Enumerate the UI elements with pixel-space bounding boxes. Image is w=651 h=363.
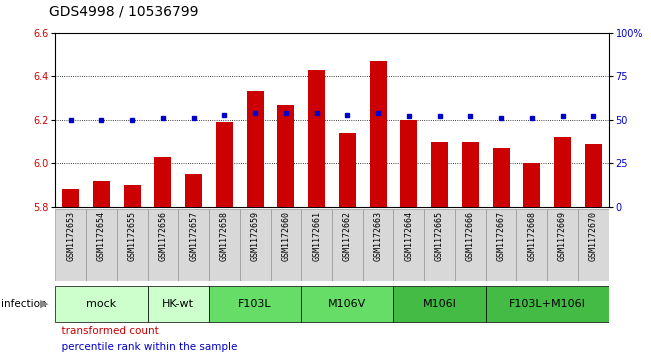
- Text: GSM1172662: GSM1172662: [343, 211, 352, 261]
- Bar: [431, 142, 448, 207]
- Bar: [62, 189, 79, 207]
- Text: GSM1172667: GSM1172667: [497, 211, 506, 261]
- Text: GSM1172670: GSM1172670: [589, 211, 598, 261]
- Text: GSM1172657: GSM1172657: [189, 211, 198, 261]
- Text: transformed count: transformed count: [55, 326, 159, 336]
- Bar: [301, 209, 332, 281]
- Bar: [332, 209, 363, 281]
- Bar: [209, 209, 240, 281]
- Bar: [55, 209, 86, 281]
- Text: GSM1172659: GSM1172659: [251, 211, 260, 261]
- Bar: [400, 120, 417, 207]
- Text: GSM1172668: GSM1172668: [527, 211, 536, 261]
- Bar: [486, 286, 609, 322]
- Bar: [393, 286, 486, 322]
- Text: ▶: ▶: [40, 299, 49, 309]
- Bar: [93, 181, 110, 207]
- Bar: [55, 286, 148, 322]
- Text: GDS4998 / 10536799: GDS4998 / 10536799: [49, 4, 199, 18]
- Bar: [148, 209, 178, 281]
- Text: GSM1172661: GSM1172661: [312, 211, 321, 261]
- Text: GSM1172660: GSM1172660: [281, 211, 290, 261]
- Text: F103L+M106I: F103L+M106I: [509, 299, 586, 309]
- Bar: [363, 209, 393, 281]
- Bar: [585, 144, 602, 207]
- Text: GSM1172663: GSM1172663: [374, 211, 383, 261]
- Bar: [578, 209, 609, 281]
- Bar: [455, 209, 486, 281]
- Bar: [554, 137, 571, 207]
- Bar: [124, 185, 141, 207]
- Text: GSM1172654: GSM1172654: [97, 211, 106, 261]
- Text: M106V: M106V: [328, 299, 367, 309]
- Bar: [154, 157, 171, 207]
- Bar: [547, 209, 578, 281]
- Bar: [247, 91, 264, 207]
- Text: HK-wt: HK-wt: [162, 299, 194, 309]
- Text: GSM1172666: GSM1172666: [466, 211, 475, 261]
- Bar: [462, 142, 478, 207]
- Text: F103L: F103L: [238, 299, 272, 309]
- Bar: [523, 163, 540, 207]
- Bar: [516, 209, 547, 281]
- Text: GSM1172665: GSM1172665: [435, 211, 444, 261]
- Bar: [424, 209, 455, 281]
- Bar: [240, 209, 271, 281]
- Text: M106I: M106I: [422, 299, 456, 309]
- Bar: [216, 122, 233, 207]
- Bar: [277, 105, 294, 207]
- Bar: [186, 174, 202, 207]
- Bar: [493, 148, 510, 207]
- Bar: [86, 209, 117, 281]
- Bar: [117, 209, 148, 281]
- Bar: [370, 61, 387, 207]
- Text: mock: mock: [87, 299, 117, 309]
- Text: GSM1172658: GSM1172658: [220, 211, 229, 261]
- Bar: [301, 286, 393, 322]
- Bar: [308, 70, 325, 207]
- Text: infection: infection: [1, 299, 47, 309]
- Text: percentile rank within the sample: percentile rank within the sample: [55, 342, 238, 352]
- Text: GSM1172653: GSM1172653: [66, 211, 76, 261]
- Text: GSM1172664: GSM1172664: [404, 211, 413, 261]
- Bar: [393, 209, 424, 281]
- Bar: [148, 286, 209, 322]
- Bar: [486, 209, 516, 281]
- Bar: [178, 209, 209, 281]
- Bar: [339, 133, 356, 207]
- Bar: [209, 286, 301, 322]
- Text: GSM1172655: GSM1172655: [128, 211, 137, 261]
- Text: GSM1172656: GSM1172656: [158, 211, 167, 261]
- Text: GSM1172669: GSM1172669: [558, 211, 567, 261]
- Bar: [271, 209, 301, 281]
